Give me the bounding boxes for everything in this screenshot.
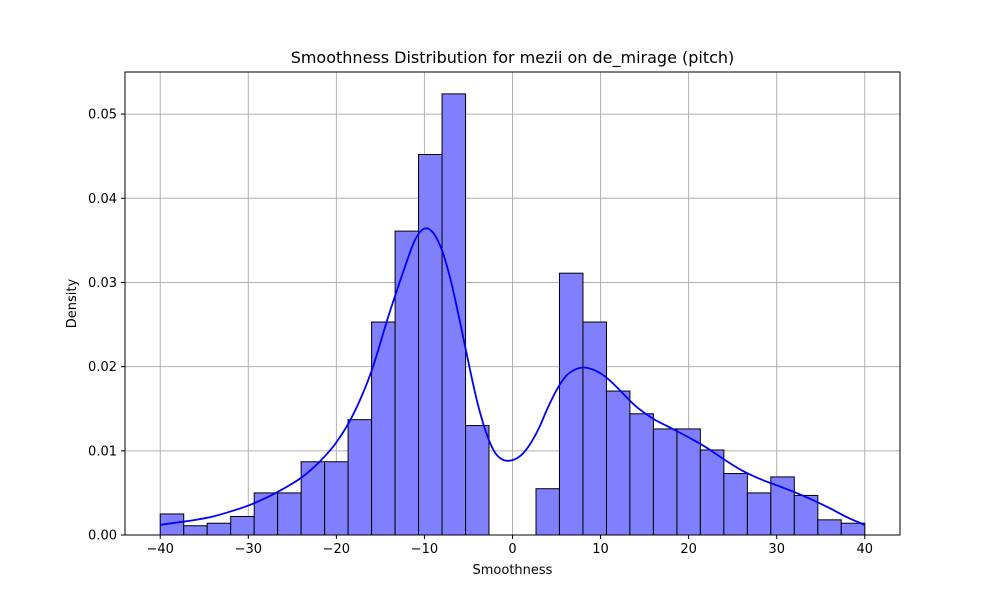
histogram-bar [652, 428, 678, 536]
histogram-bar [441, 93, 467, 536]
x-tick-label: 10 [592, 542, 609, 557]
y-tick-label: 0.04 [88, 192, 117, 207]
kde-curve [160, 227, 866, 526]
chart-title: Smoothness Distribution for mezii on de_… [291, 48, 735, 68]
histogram-bar [676, 428, 701, 536]
histogram-bar [817, 519, 842, 536]
y-axis-title: Density [65, 278, 80, 328]
histogram-bar [746, 492, 772, 536]
x-tick-label: −20 [323, 542, 350, 557]
histogram-bar [300, 461, 326, 536]
histogram-bar [230, 515, 255, 536]
histogram-bar [605, 390, 631, 536]
histogram-bar [418, 153, 443, 536]
x-tick-label: −40 [147, 542, 174, 557]
x-tick-label: 40 [856, 542, 873, 557]
histogram-bar [347, 419, 373, 536]
histogram-bar [770, 476, 795, 536]
y-tick-label: 0.05 [88, 108, 117, 123]
x-tick-label: 20 [680, 542, 697, 557]
y-tick-label: 0.01 [88, 444, 117, 459]
histogram-bars [159, 93, 866, 536]
y-tick-label: 0.02 [88, 360, 117, 375]
histogram-bar [324, 461, 349, 536]
x-axis-ticks: −40 −30 −20 −10 0 10 20 30 40 [147, 535, 873, 557]
kde-curve-layer [160, 227, 866, 526]
histogram-bar [723, 473, 748, 536]
histogram-bar [206, 522, 232, 536]
histogram-bar [535, 488, 560, 536]
histogram-bar [277, 492, 302, 536]
histogram-bar [394, 230, 420, 536]
histogram-bar [465, 425, 490, 536]
x-tick-label: −10 [411, 542, 438, 557]
y-axis-ticks: 0.00 0.01 0.02 0.03 0.04 0.05 [88, 108, 125, 544]
x-axis-title: Smoothness [473, 563, 553, 578]
histogram-bar [699, 449, 725, 536]
histogram-bar [840, 522, 866, 536]
histogram-bar [253, 492, 279, 536]
x-tick-label: 30 [768, 542, 785, 557]
histogram-bar [629, 413, 654, 536]
y-tick-label: 0.00 [88, 529, 117, 544]
histogram-bar [371, 321, 396, 536]
histogram-bar [558, 272, 584, 536]
histogram-bar [582, 321, 607, 536]
x-tick-label: 0 [508, 542, 516, 557]
histogram-bar [183, 525, 208, 536]
x-tick-label: −30 [235, 542, 262, 557]
y-tick-label: 0.03 [88, 276, 117, 291]
